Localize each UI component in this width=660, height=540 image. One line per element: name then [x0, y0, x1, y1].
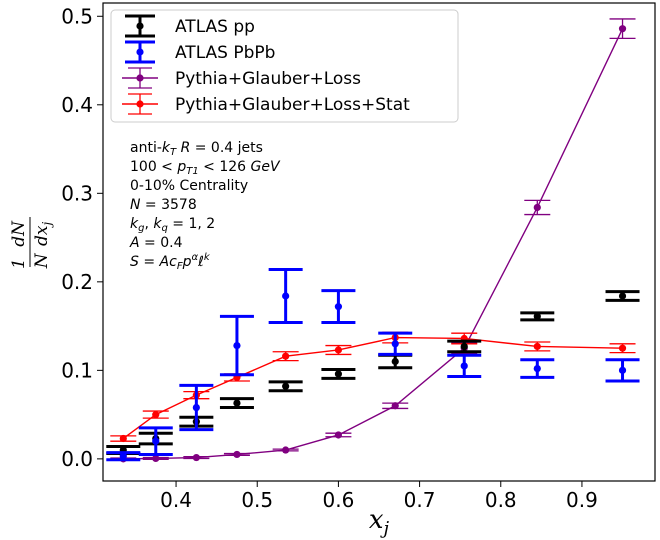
data-point: [192, 403, 200, 412]
y-tick-label: 0.0: [61, 447, 93, 471]
annotation-kg-kq: kg, kq = 1, 2: [130, 216, 215, 234]
x-axis-label: xj: [369, 505, 390, 539]
x-tick-label: 0.8: [485, 488, 517, 512]
data-point: [533, 203, 541, 212]
series-line-2: [123, 28, 624, 460]
data-point: [282, 446, 290, 454]
legend-swatch-point: [136, 48, 144, 56]
legend-swatch-point: [136, 22, 144, 30]
y-tick-label: 0.2: [61, 270, 93, 294]
axis-ticks-layer: 0.4 0.5 0.6 0.7 0.8 0.9 0.0 0.1 0.2 0.3 0.4 0.5: [61, 4, 598, 512]
data-point: [119, 452, 127, 460]
data-point: [533, 312, 541, 320]
legend-swatch-point: [136, 100, 144, 108]
y-axis-label: 1 dN N dxj: [9, 217, 54, 269]
svg-text:1 dN: 1 dN: [9, 220, 29, 269]
data-point: [233, 341, 241, 350]
data-point: [533, 364, 541, 373]
data-point: [282, 382, 290, 390]
legend-swatch-point: [136, 74, 144, 82]
data-point: [334, 303, 343, 311]
data-point: [233, 399, 241, 407]
x-tick-label: 0.9: [566, 488, 598, 512]
data-point: [391, 357, 399, 366]
chart-marks-layer: [106, 18, 640, 463]
svg-text:N dxj: N dxj: [32, 221, 54, 269]
x-tick-label: 0.5: [241, 488, 273, 512]
annotation-s-formula: S = AcFpαℓk: [130, 252, 211, 272]
y-tick-label: 0.3: [61, 181, 93, 205]
legend-label: Pythia+Glauber+Loss: [175, 69, 361, 89]
axes-frame: [102, 2, 656, 482]
annotation-centrality: 0-10% Centrality: [130, 178, 248, 194]
data-point: [152, 411, 160, 419]
data-point: [119, 434, 127, 443]
data-point: [391, 340, 399, 348]
annotation-block: anti-kT R = 0.4 jets 100 < pT1 < 126 GeV…: [129, 140, 281, 272]
y-tick-label: 0.1: [61, 358, 93, 382]
data-point: [152, 437, 160, 445]
data-point: [334, 431, 343, 439]
data-point: [618, 366, 627, 374]
data-point: [618, 25, 627, 33]
legend-label: ATLAS pp: [175, 17, 255, 37]
data-point: [460, 362, 468, 370]
data-point: [282, 352, 290, 360]
data-point: [460, 342, 468, 351]
annotation-n: N = 3578: [130, 197, 197, 213]
x-tick-label: 0.7: [404, 488, 436, 512]
data-point: [152, 454, 160, 463]
annotation-pt-range: 100 < pT1 < 126 GeV: [130, 159, 281, 177]
legend-label: ATLAS PbPb: [175, 43, 275, 63]
y-tick-label: 0.4: [61, 93, 93, 117]
data-point: [334, 346, 343, 354]
legend-label: Pythia+Glauber+Loss+Stat: [175, 95, 410, 115]
x-tick-label: 0.4: [160, 488, 192, 512]
data-point: [334, 370, 343, 378]
data-point: [533, 342, 541, 351]
data-point: [233, 450, 241, 459]
annotation-jets: anti-kT R = 0.4 jets: [130, 140, 263, 158]
y-tick-label: 0.5: [61, 4, 93, 28]
data-point: [618, 292, 627, 300]
data-point: [282, 292, 290, 300]
legend: ATLAS pp ATLAS PbPb Pythia+Glauber+Loss Pyt…: [110, 9, 459, 123]
data-point: [391, 402, 399, 410]
series-line-3: [122, 336, 623, 440]
data-point: [618, 344, 627, 352]
data-point: [192, 453, 200, 462]
annotation-a: A = 0.4: [129, 235, 183, 251]
x-tick-label: 0.6: [323, 488, 355, 512]
